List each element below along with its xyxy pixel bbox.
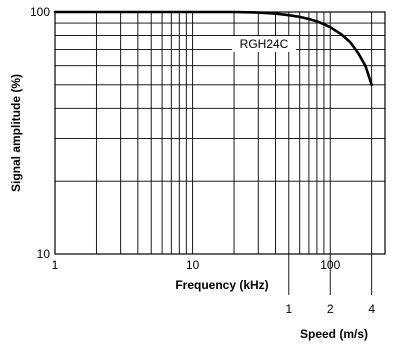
y-tick-label: 10 [37, 247, 51, 261]
series-line [53, 10, 373, 87]
series-label-background [232, 36, 296, 52]
speed-axis-title: Speed (m/s) [300, 327, 368, 341]
x-axis-title: Frequency (kHz) [175, 278, 268, 292]
x-tick-label: 10 [186, 258, 200, 272]
grid-layer [55, 12, 385, 254]
speed-tick-label: 1 [285, 302, 292, 316]
plot-frame [54, 11, 386, 255]
speed-tick-label: 4 [368, 302, 375, 316]
curve-layer: RGH24C [53, 10, 373, 87]
series-label: RGH24C [240, 37, 289, 51]
x-tick-label: 1 [52, 258, 59, 272]
y-tick-label: 100 [30, 5, 50, 19]
speed-tick-label: 2 [327, 302, 334, 316]
y-axis-title: Signal amplitude (%) [9, 74, 23, 192]
